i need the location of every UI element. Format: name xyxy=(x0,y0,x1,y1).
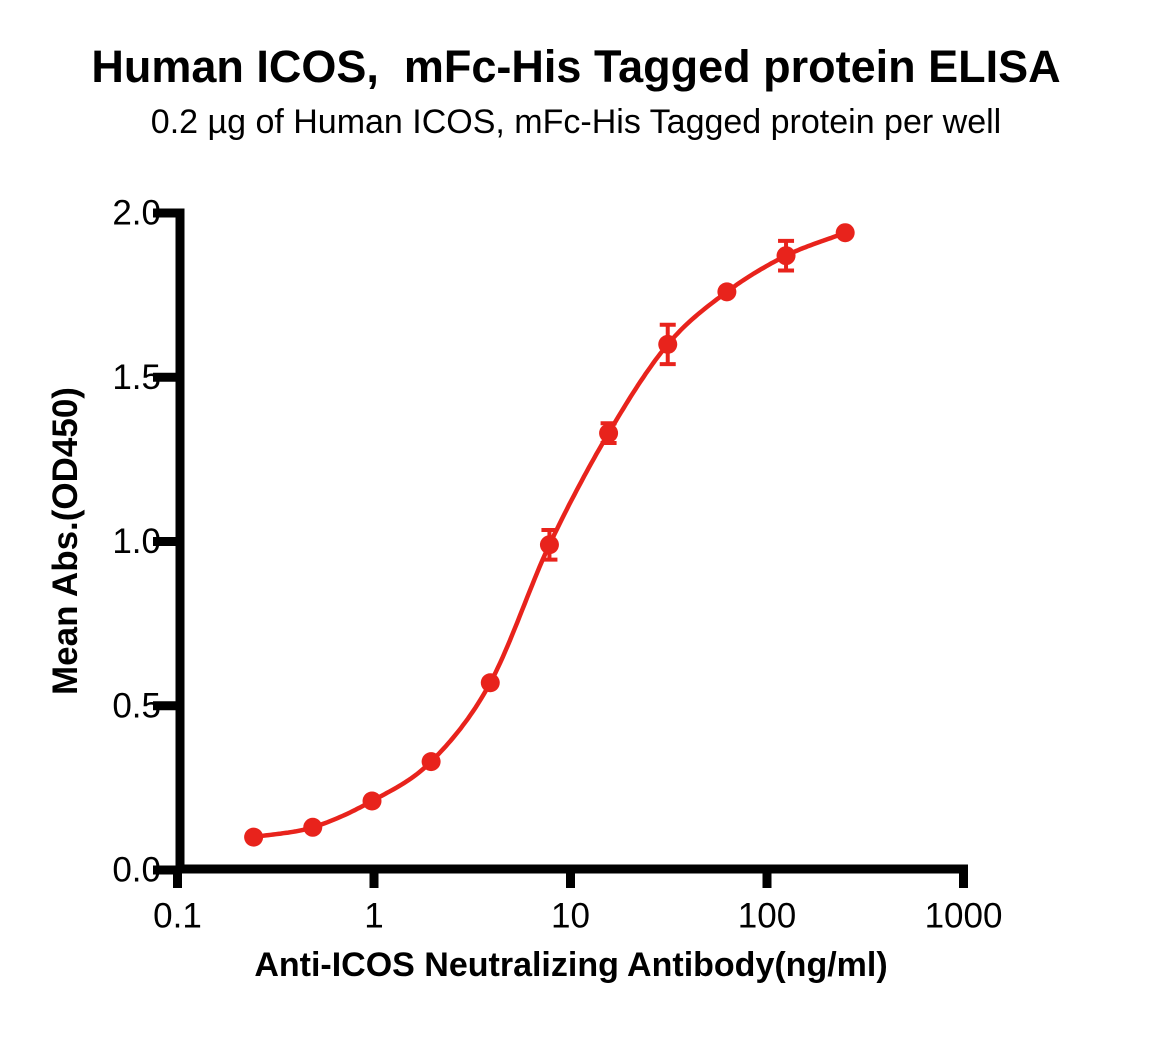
y-tick-label: 1.5 xyxy=(112,358,161,397)
y-tick-label: 0.0 xyxy=(112,851,161,890)
y-tick-label: 0.5 xyxy=(112,686,161,725)
x-tick-label: 1000 xyxy=(925,897,1003,936)
chart-subtitle: 0.2 µg of Human ICOS, mFc-His Tagged pro… xyxy=(150,103,1002,141)
x-tick-label: 1 xyxy=(364,897,383,936)
data-point-marker xyxy=(776,246,796,266)
data-point-marker xyxy=(539,535,559,555)
x-tick-label: 0.1 xyxy=(153,897,202,936)
data-point-marker xyxy=(303,817,323,837)
data-point-marker xyxy=(658,334,678,354)
x-tick-label: 10 xyxy=(551,897,590,936)
data-point-marker xyxy=(421,752,441,772)
chart-title: Human ICOS, mFc-His Tagged protein ELISA xyxy=(91,41,1061,92)
data-point-marker xyxy=(480,673,500,693)
y-tick-label: 1.0 xyxy=(112,522,161,561)
data-point-marker xyxy=(599,423,619,443)
data-point-marker xyxy=(362,791,382,811)
data-point-marker xyxy=(717,282,737,302)
data-point-marker xyxy=(244,827,264,847)
y-tick-label: 2.0 xyxy=(112,194,161,233)
x-axis-label: Anti-ICOS Neutralizing Antibody(ng/ml) xyxy=(254,946,888,984)
data-point-marker xyxy=(835,223,855,243)
x-tick-label: 100 xyxy=(738,897,796,936)
